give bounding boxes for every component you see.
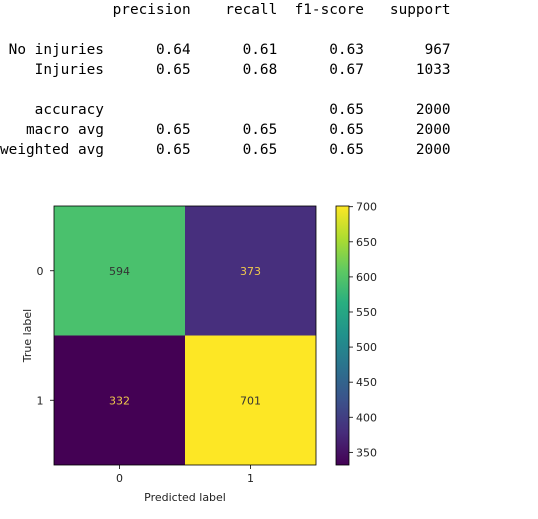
report-cell: 1033 (415, 62, 451, 78)
colorbar-ticks: 350 400 450 500 550 600 650 700 (349, 201, 377, 459)
classification-report: precision recall f1-score support No inj… (0, 0, 451, 160)
report-cell: 0.68 (242, 62, 278, 78)
report-cell: 0.65 (155, 62, 191, 78)
report-row: weighted avg 0.65 0.65 0.65 2000 (0, 140, 451, 160)
cell-value-label: 594 (109, 265, 130, 278)
report-cell: 0.65 (155, 142, 191, 158)
y-axis-label: True label (21, 309, 34, 363)
heatmap-cells: 594 373 332 701 (54, 206, 316, 465)
report-header: precision recall f1-score support (0, 0, 451, 20)
colorbar-tick-label: 600 (356, 271, 377, 284)
report-cell: 967 (424, 42, 451, 58)
report-cell: 0.61 (242, 42, 278, 58)
y-tick-label: 0 (37, 265, 44, 278)
report-cell: 0.63 (329, 42, 364, 58)
colorbar-tick-label: 500 (356, 341, 377, 354)
report-header-recall: recall (225, 2, 278, 18)
report-cell: 0.65 (329, 122, 364, 138)
report-cell: 0.64 (155, 42, 191, 58)
report-row-label: accuracy (34, 102, 104, 118)
report-row-label: weighted avg (0, 142, 104, 158)
heatmap-cell-0-0 (54, 206, 185, 336)
report-header-f1-score: f1-score (294, 2, 364, 18)
report-cell: 2000 (415, 122, 451, 138)
report-row: No injuries 0.64 0.61 0.63 967 (0, 40, 451, 60)
report-cell: 0.65 (329, 102, 364, 118)
colorbar-tick-label: 400 (356, 411, 377, 424)
report-row-label: macro avg (26, 122, 104, 138)
report-row: Injuries 0.65 0.68 0.67 1033 (0, 60, 451, 80)
colorbar-tick-label: 700 (356, 201, 377, 214)
report-row: macro avg 0.65 0.65 0.65 2000 (0, 120, 451, 140)
x-tick-label: 0 (116, 472, 123, 485)
cell-value-label: 332 (109, 394, 130, 407)
report-header-precision: precision (112, 2, 191, 18)
colorbar-tick-label: 450 (356, 376, 377, 389)
x-axis-label: Predicted label (144, 491, 226, 504)
heatmap-cell-1-0 (54, 335, 185, 465)
report-cell: 0.67 (329, 62, 364, 78)
report-row: accuracy 0.65 2000 (0, 100, 451, 120)
axis-ticks: 0 1 0 1 (37, 265, 255, 485)
report-cell: 0.65 (242, 142, 278, 158)
heatmap-cell-0-1 (185, 206, 316, 336)
colorbar-tick-label: 550 (356, 306, 377, 319)
cell-value-label: 701 (240, 394, 261, 407)
plot-frame (53, 205, 317, 466)
colorbar-tick-label: 650 (356, 236, 377, 249)
x-tick-label: 1 (247, 472, 254, 485)
report-cell: 0.65 (329, 142, 364, 158)
report-cell: 2000 (415, 102, 451, 118)
report-cell: 0.65 (155, 122, 191, 138)
report-header-support: support (389, 2, 451, 18)
heatmap-cell-1-1 (185, 335, 316, 465)
colorbar-tick-label: 350 (356, 446, 377, 459)
report-row-label: Injuries (34, 62, 104, 78)
colorbar (335, 205, 350, 466)
y-tick-label: 1 (37, 394, 44, 407)
report-row-label: No injuries (8, 42, 104, 58)
cell-value-label: 373 (240, 265, 261, 278)
report-cell: 0.65 (242, 122, 278, 138)
report-cell: 2000 (415, 142, 451, 158)
